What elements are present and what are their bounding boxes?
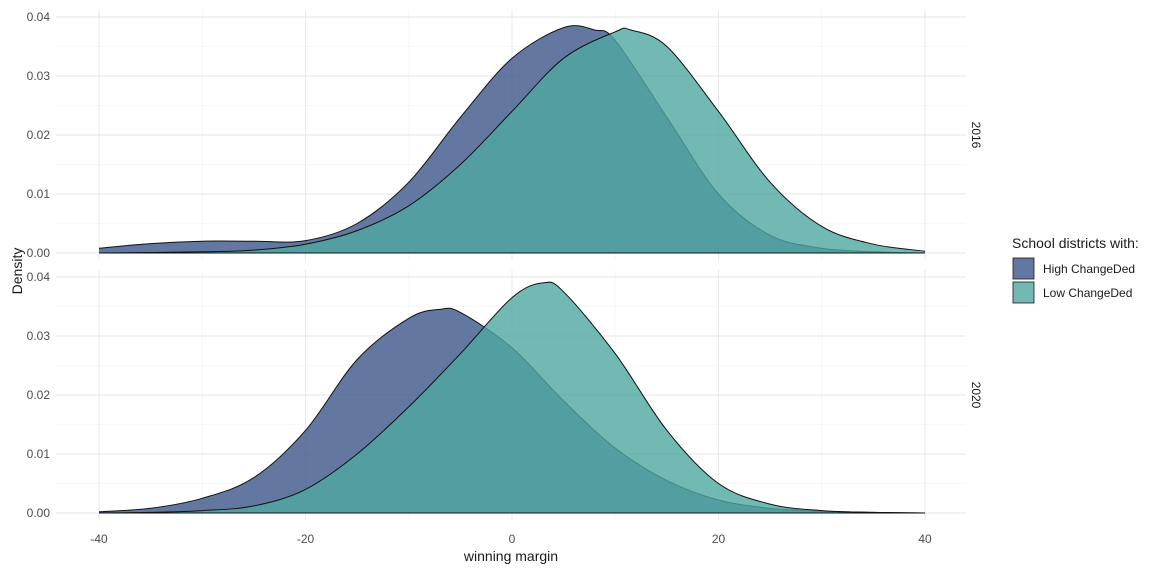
- y-tick-label: 0.00: [27, 506, 51, 520]
- density-line-low-changeded: [98, 27, 926, 254]
- y-axis-ticks: 0.00 0.01 0.02 0.03 0.04: [27, 270, 51, 520]
- x-axis-ticks: -40 -20 0 20 40: [90, 532, 932, 546]
- y-tick-label: 0.04: [27, 270, 51, 284]
- panel-density-areas: [98, 25, 926, 254]
- y-tick-label: 0.03: [27, 69, 51, 83]
- y-axis-title: Density: [9, 248, 25, 295]
- legend-key-high-changeded: [1012, 257, 1035, 280]
- x-axis-title: winning margin: [463, 548, 558, 564]
- legend-title: School districts with:: [1012, 235, 1139, 251]
- density-area-low-changeded: [99, 28, 925, 253]
- panel-grid: [56, 10, 966, 260]
- panel-2020: 0.00 0.01 0.02 0.03 0.04 2020: [27, 270, 983, 520]
- panel-2016: 0.00 0.01 0.02 0.03 0.04 2016: [27, 10, 983, 260]
- y-tick-label: 0.02: [27, 128, 51, 142]
- y-tick-label: 0.03: [27, 329, 51, 343]
- y-tick-label: 0.04: [27, 10, 51, 24]
- density-line-low-changeded: [98, 281, 926, 514]
- x-tick-label: 20: [712, 532, 726, 546]
- x-tick-label: -20: [297, 532, 315, 546]
- legend-label-low-changeded: Low ChangeDed: [1043, 286, 1132, 300]
- legend-label-high-changeded: High ChangeDed: [1043, 262, 1135, 276]
- y-tick-label: 0.02: [27, 388, 51, 402]
- x-tick-label: -40: [90, 532, 108, 546]
- x-tick-label: 40: [918, 532, 932, 546]
- y-tick-label: 0.01: [27, 447, 51, 461]
- y-tick-label: 0.01: [27, 187, 51, 201]
- x-tick-label: 0: [509, 532, 516, 546]
- panel-density-areas: [98, 281, 926, 514]
- y-tick-label: 0.00: [27, 246, 51, 260]
- y-axis-ticks: 0.00 0.01 0.02 0.03 0.04: [27, 10, 51, 260]
- facet-strip-label: 2020: [969, 382, 983, 409]
- density-area-low-changeded: [99, 282, 925, 513]
- facet-strip-label: 2016: [969, 122, 983, 149]
- legend: School districts with: High ChangeDed Lo…: [1012, 235, 1139, 304]
- legend-key-low-changeded: [1012, 281, 1035, 304]
